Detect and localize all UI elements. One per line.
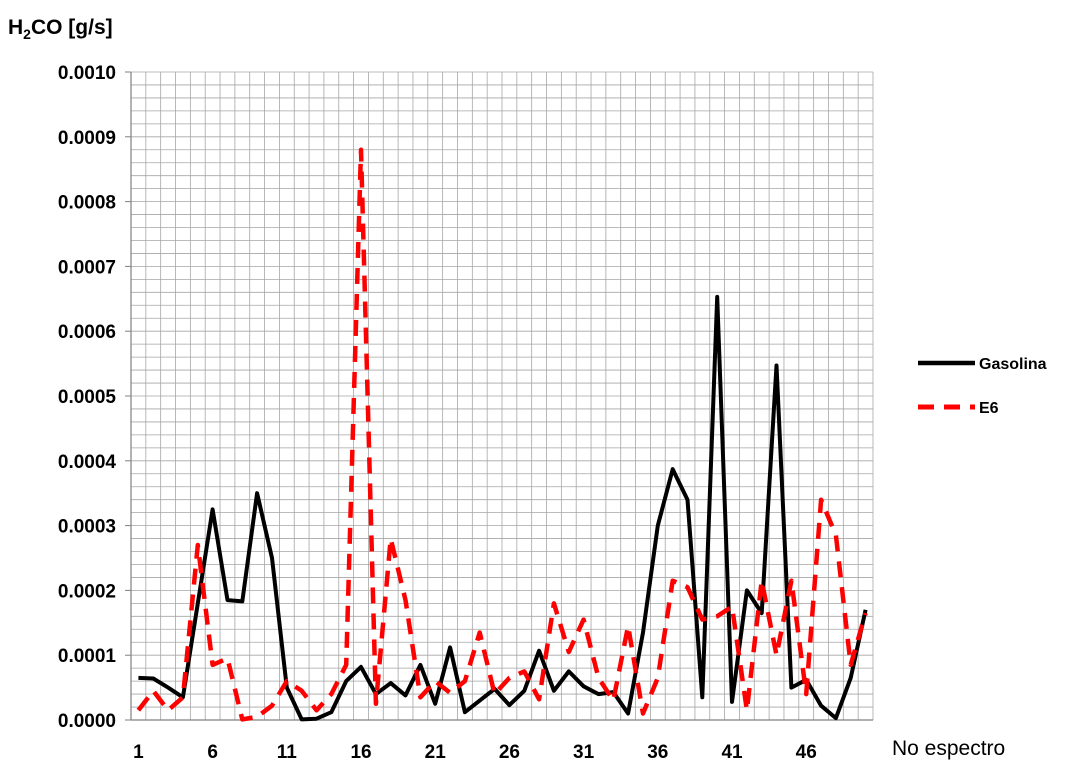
y-tick-label: 0.0001 (58, 646, 117, 667)
y-axis-title-subscript: 2 (23, 26, 31, 42)
y-tick-label: 0.0002 (58, 581, 116, 602)
legend-label-gasolina: Gasolina (979, 356, 1047, 373)
x-axis-title: No espectro (892, 737, 1005, 760)
y-axis-title-rest: CO [g/s] (31, 16, 113, 39)
series-line-e6 (136, 147, 868, 722)
x-tick-label: 46 (796, 742, 817, 763)
x-tick-labels: 1 6 11 16 21 26 31 36 41 46 (133, 742, 817, 763)
x-tick-label: 1 (133, 742, 144, 763)
x-tick-label: 11 (277, 742, 298, 763)
y-tick-label: 0.0004 (58, 452, 117, 473)
series-line-gasolina (138, 294, 868, 722)
y-axis-title: H2CO [g/s] (8, 16, 113, 42)
x-tick-label: 41 (721, 742, 743, 763)
y-axis-title-main: H (8, 16, 23, 39)
y-tick-label: 0.0010 (58, 63, 116, 84)
x-tick-label: 31 (573, 742, 595, 763)
y-tick-label: 0.0006 (58, 322, 116, 343)
y-tick-label: 0.0007 (58, 257, 116, 278)
y-tick-labels: 0.0000 0.0001 0.0002 0.0003 0.0004 0.0005 0.00… (58, 63, 131, 732)
x-tick-label: 36 (647, 742, 668, 763)
x-tick-label: 6 (207, 742, 218, 763)
data-series (136, 147, 868, 722)
legend-label-e6: E6 (979, 400, 999, 417)
x-tick-label: 16 (350, 742, 371, 763)
y-tick-label: 0.0000 (58, 711, 116, 732)
y-tick-label: 0.0003 (58, 517, 116, 538)
y-tick-label: 0.0008 (58, 193, 116, 214)
legend: Gasolina E6 (918, 356, 1047, 417)
x-tick-label: 26 (499, 742, 520, 763)
y-tick-label: 0.0005 (58, 387, 117, 408)
x-tick-label: 21 (425, 742, 447, 763)
y-tick-label: 0.0009 (58, 128, 116, 149)
